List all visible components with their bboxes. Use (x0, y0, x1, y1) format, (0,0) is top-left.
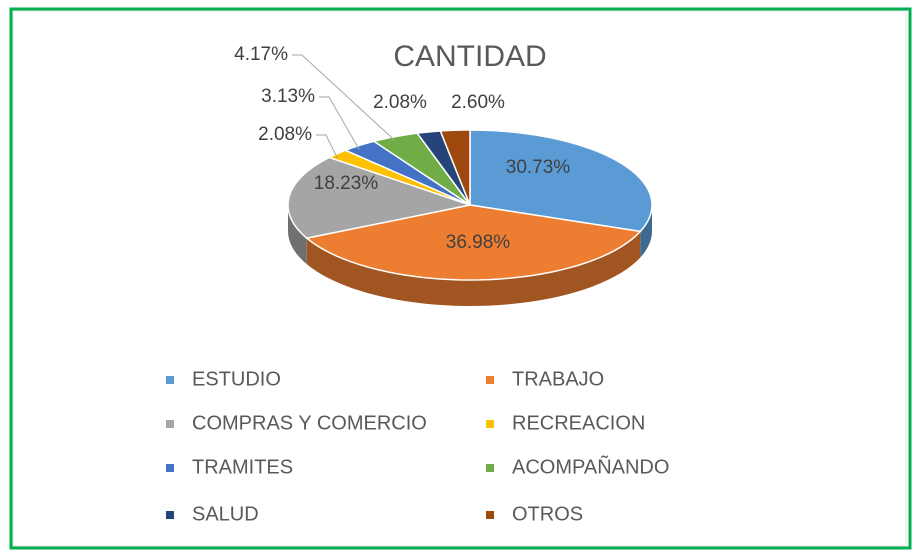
chart-title: CANTIDAD (393, 40, 546, 73)
pie-slice (415, 130, 471, 206)
pie-slice-side (288, 205, 307, 265)
data-label: 2.60% (451, 92, 505, 113)
data-label: 2.08% (373, 92, 427, 113)
legend-label: TRAMITES (192, 456, 293, 478)
legend-label: TRABAJO (512, 368, 604, 390)
legend-swatch (486, 376, 494, 384)
data-label: 18.23% (314, 173, 379, 194)
legend-swatch (166, 511, 174, 519)
legend-label: COMPRAS Y COMERCIO (192, 412, 427, 434)
legend-swatch (486, 511, 494, 519)
frame-border (9, 7, 912, 550)
pie-slice (439, 129, 471, 206)
legend-label: OTROS (512, 503, 583, 525)
legend-label: ACOMPAÑANDO (512, 454, 669, 478)
pie-slice (469, 129, 653, 233)
leader-line (292, 54, 396, 142)
pie-slice (305, 204, 642, 281)
legend-swatch (166, 376, 174, 384)
pie-slice (287, 156, 473, 239)
legend-swatch (166, 420, 174, 428)
leader-line (316, 134, 338, 158)
leader-line (319, 96, 360, 150)
pie-slice (343, 140, 471, 206)
pie-slice-side (640, 205, 652, 258)
pie-slice (372, 132, 471, 206)
legend-label: RECREACION (512, 412, 645, 434)
pie-slice (327, 149, 471, 206)
data-label: 36.98% (446, 232, 511, 253)
legend-swatch (486, 464, 494, 472)
legend-label: SALUD (192, 503, 259, 525)
legend-swatch (486, 420, 494, 428)
pie-slice-side (306, 231, 641, 306)
legend-swatch (166, 464, 174, 472)
data-label: 2.08% (258, 124, 312, 145)
data-label: 3.13% (261, 86, 315, 107)
legend-label: ESTUDIO (192, 368, 281, 390)
data-label: 30.73% (506, 157, 571, 178)
data-label: 4.17% (234, 44, 288, 65)
chart-area (12, 10, 907, 547)
